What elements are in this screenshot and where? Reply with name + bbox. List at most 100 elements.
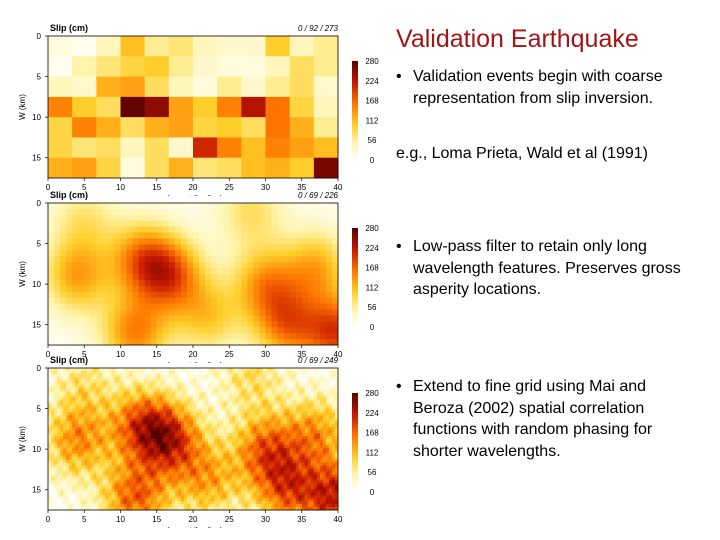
heatmap-cell [259,285,266,293]
heatmap-cell [144,391,149,396]
heatmap-cell [295,291,303,299]
heatmap-cell [271,226,278,233]
heatmap-cell [138,279,146,287]
heatmap-cell [277,388,281,393]
heatmap-cell [289,203,297,210]
heatmap-cell [120,409,124,413]
heatmap-cell [289,214,297,222]
heatmap-cell [171,388,176,393]
heatmap-cell [141,468,146,472]
heatmap-cell [241,474,245,478]
heatmap-cell [180,232,188,239]
heatmap-cell [93,394,97,398]
heatmap-cell [313,368,318,372]
heatmap-cell [129,427,133,431]
heatmap-cell [214,456,218,461]
heatmap-cell [205,250,212,257]
heatmap-cell [102,285,109,293]
heatmap-cell [120,477,124,481]
heatmap-cell [120,471,124,475]
colorbar-segment [352,307,358,311]
heatmap-cell [120,397,124,401]
heatmap-cell [153,368,158,372]
heatmap-cell [211,376,215,381]
heatmap-cell [220,400,224,404]
heatmap-cell [150,424,155,428]
citation-line: e.g., Loma Prieta, Wald et al (1991) [396,145,648,162]
heatmap-cell [72,291,79,299]
bullet-2-text: Low-pass filter to retain only long wave… [413,238,681,298]
heatmap-cell [168,397,173,401]
heatmap-cell [81,415,85,419]
heatmap-cell [331,208,339,216]
heatmap-cell [193,220,200,228]
heatmap-cell [241,433,245,437]
heatmap-cell [205,274,212,281]
heatmap-cell [135,433,140,437]
heatmap-cell [199,436,203,440]
heatmap-cell [196,439,200,443]
heatmap-cell [162,430,167,434]
heatmap-cell [253,409,257,413]
colorbar-segment [352,90,358,94]
heatmap-cell [316,439,321,443]
heatmap-cell [144,137,170,159]
heatmap-cell [235,450,239,455]
heatmap-cell [271,415,275,419]
heatmap-cell [256,382,260,387]
heatmap-cell [108,373,112,378]
heatmap-cell [268,400,272,404]
heatmap-cell [54,444,58,449]
heatmap-cell [54,303,61,310]
heatmap-cell [226,474,230,478]
heatmap-cell [111,397,115,401]
heatmap-cell [168,471,173,475]
heatmap-cell [60,403,64,407]
heatmap-cell [180,321,188,328]
heatmap-cell [108,274,115,281]
heatmap-cell [114,214,121,222]
heatmap-cell [99,388,103,393]
heatmap-cell [193,368,197,372]
heatmap-cell [226,450,230,455]
heatmap-cell [81,447,85,452]
heatmap-cell [171,368,176,372]
heatmap-cell [223,274,230,281]
heatmap-cell [96,459,100,464]
heatmap-cell [205,279,212,287]
heatmap-cell [174,279,182,287]
colorbar-segment [352,245,358,249]
heatmap-cell [331,279,339,287]
heatmap-cell [162,465,167,469]
heatmap-cell [96,444,100,449]
heatmap-cell [211,391,215,396]
heatmap-cell [253,468,257,472]
heatmap-cell [171,412,176,416]
heatmap-cell [51,459,55,464]
heatmap-cell [292,459,297,464]
heatmap-cell [274,462,278,467]
heatmap-cell [286,450,291,455]
heatmap-cell [259,279,266,287]
heatmap-cell [93,397,97,401]
heatmap-cell [54,450,58,455]
heatmap-cell [75,376,79,381]
heatmap-cell [208,394,212,398]
heatmap-cell [292,368,297,372]
heatmap-cell [313,333,321,340]
heatmap-cell [307,327,315,334]
heatmap-cell [259,214,266,222]
heatmap-cell [193,303,200,310]
heatmap-cell [205,339,212,346]
heatmap-cell [325,450,330,455]
heatmap-cell [289,256,297,263]
heatmap-cell [102,474,106,478]
heatmap-cell [159,471,164,475]
heatmap-cell [301,256,309,263]
heatmap-cell [153,433,158,437]
heatmap-cell [114,436,118,440]
heatmap-cell [253,403,257,407]
heatmap-cell [135,415,140,419]
heatmap-cell [159,439,164,443]
heatmap-cell [120,370,124,375]
